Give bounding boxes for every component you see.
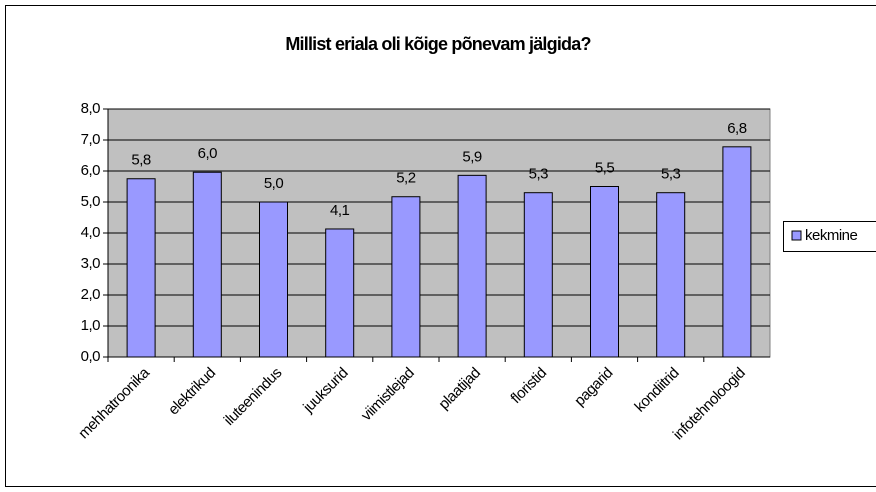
y-tick-label: 6,0 bbox=[81, 162, 101, 179]
bar bbox=[722, 146, 752, 358]
legend-label: kekmine bbox=[805, 227, 858, 244]
data-label: 5,8 bbox=[131, 152, 151, 169]
y-tick-label: 1,0 bbox=[81, 317, 101, 334]
bar bbox=[590, 186, 619, 358]
data-label: 5,0 bbox=[264, 175, 284, 192]
y-tick-label: 7,0 bbox=[81, 131, 101, 148]
data-label: 6,8 bbox=[727, 120, 747, 137]
y-tick-label: 8,0 bbox=[81, 100, 101, 117]
data-label: 4,1 bbox=[330, 202, 350, 219]
y-tick-label: 5,0 bbox=[81, 193, 101, 210]
legend: kekmine bbox=[783, 221, 876, 252]
bar bbox=[259, 201, 288, 358]
bar bbox=[192, 171, 222, 358]
y-tick-label: 4,0 bbox=[81, 224, 101, 241]
bar bbox=[656, 192, 686, 358]
bar bbox=[523, 192, 553, 358]
legend-swatch bbox=[791, 230, 802, 241]
data-label: 5,9 bbox=[462, 148, 482, 165]
y-tick-label: 0,0 bbox=[81, 348, 101, 365]
data-label: 5,2 bbox=[396, 170, 416, 187]
bar bbox=[126, 178, 156, 358]
y-tick-label: 3,0 bbox=[81, 255, 101, 272]
data-label: 5,3 bbox=[661, 166, 681, 183]
bar bbox=[325, 228, 355, 358]
data-label: 6,0 bbox=[198, 145, 218, 162]
data-label: 5,3 bbox=[529, 166, 549, 183]
data-label: 5,5 bbox=[595, 159, 615, 176]
chart-title: Millist eriala oli kõige põnevam jälgida… bbox=[285, 34, 590, 54]
bar bbox=[391, 196, 421, 358]
bar bbox=[457, 174, 487, 358]
y-tick-label: 2,0 bbox=[81, 286, 101, 303]
